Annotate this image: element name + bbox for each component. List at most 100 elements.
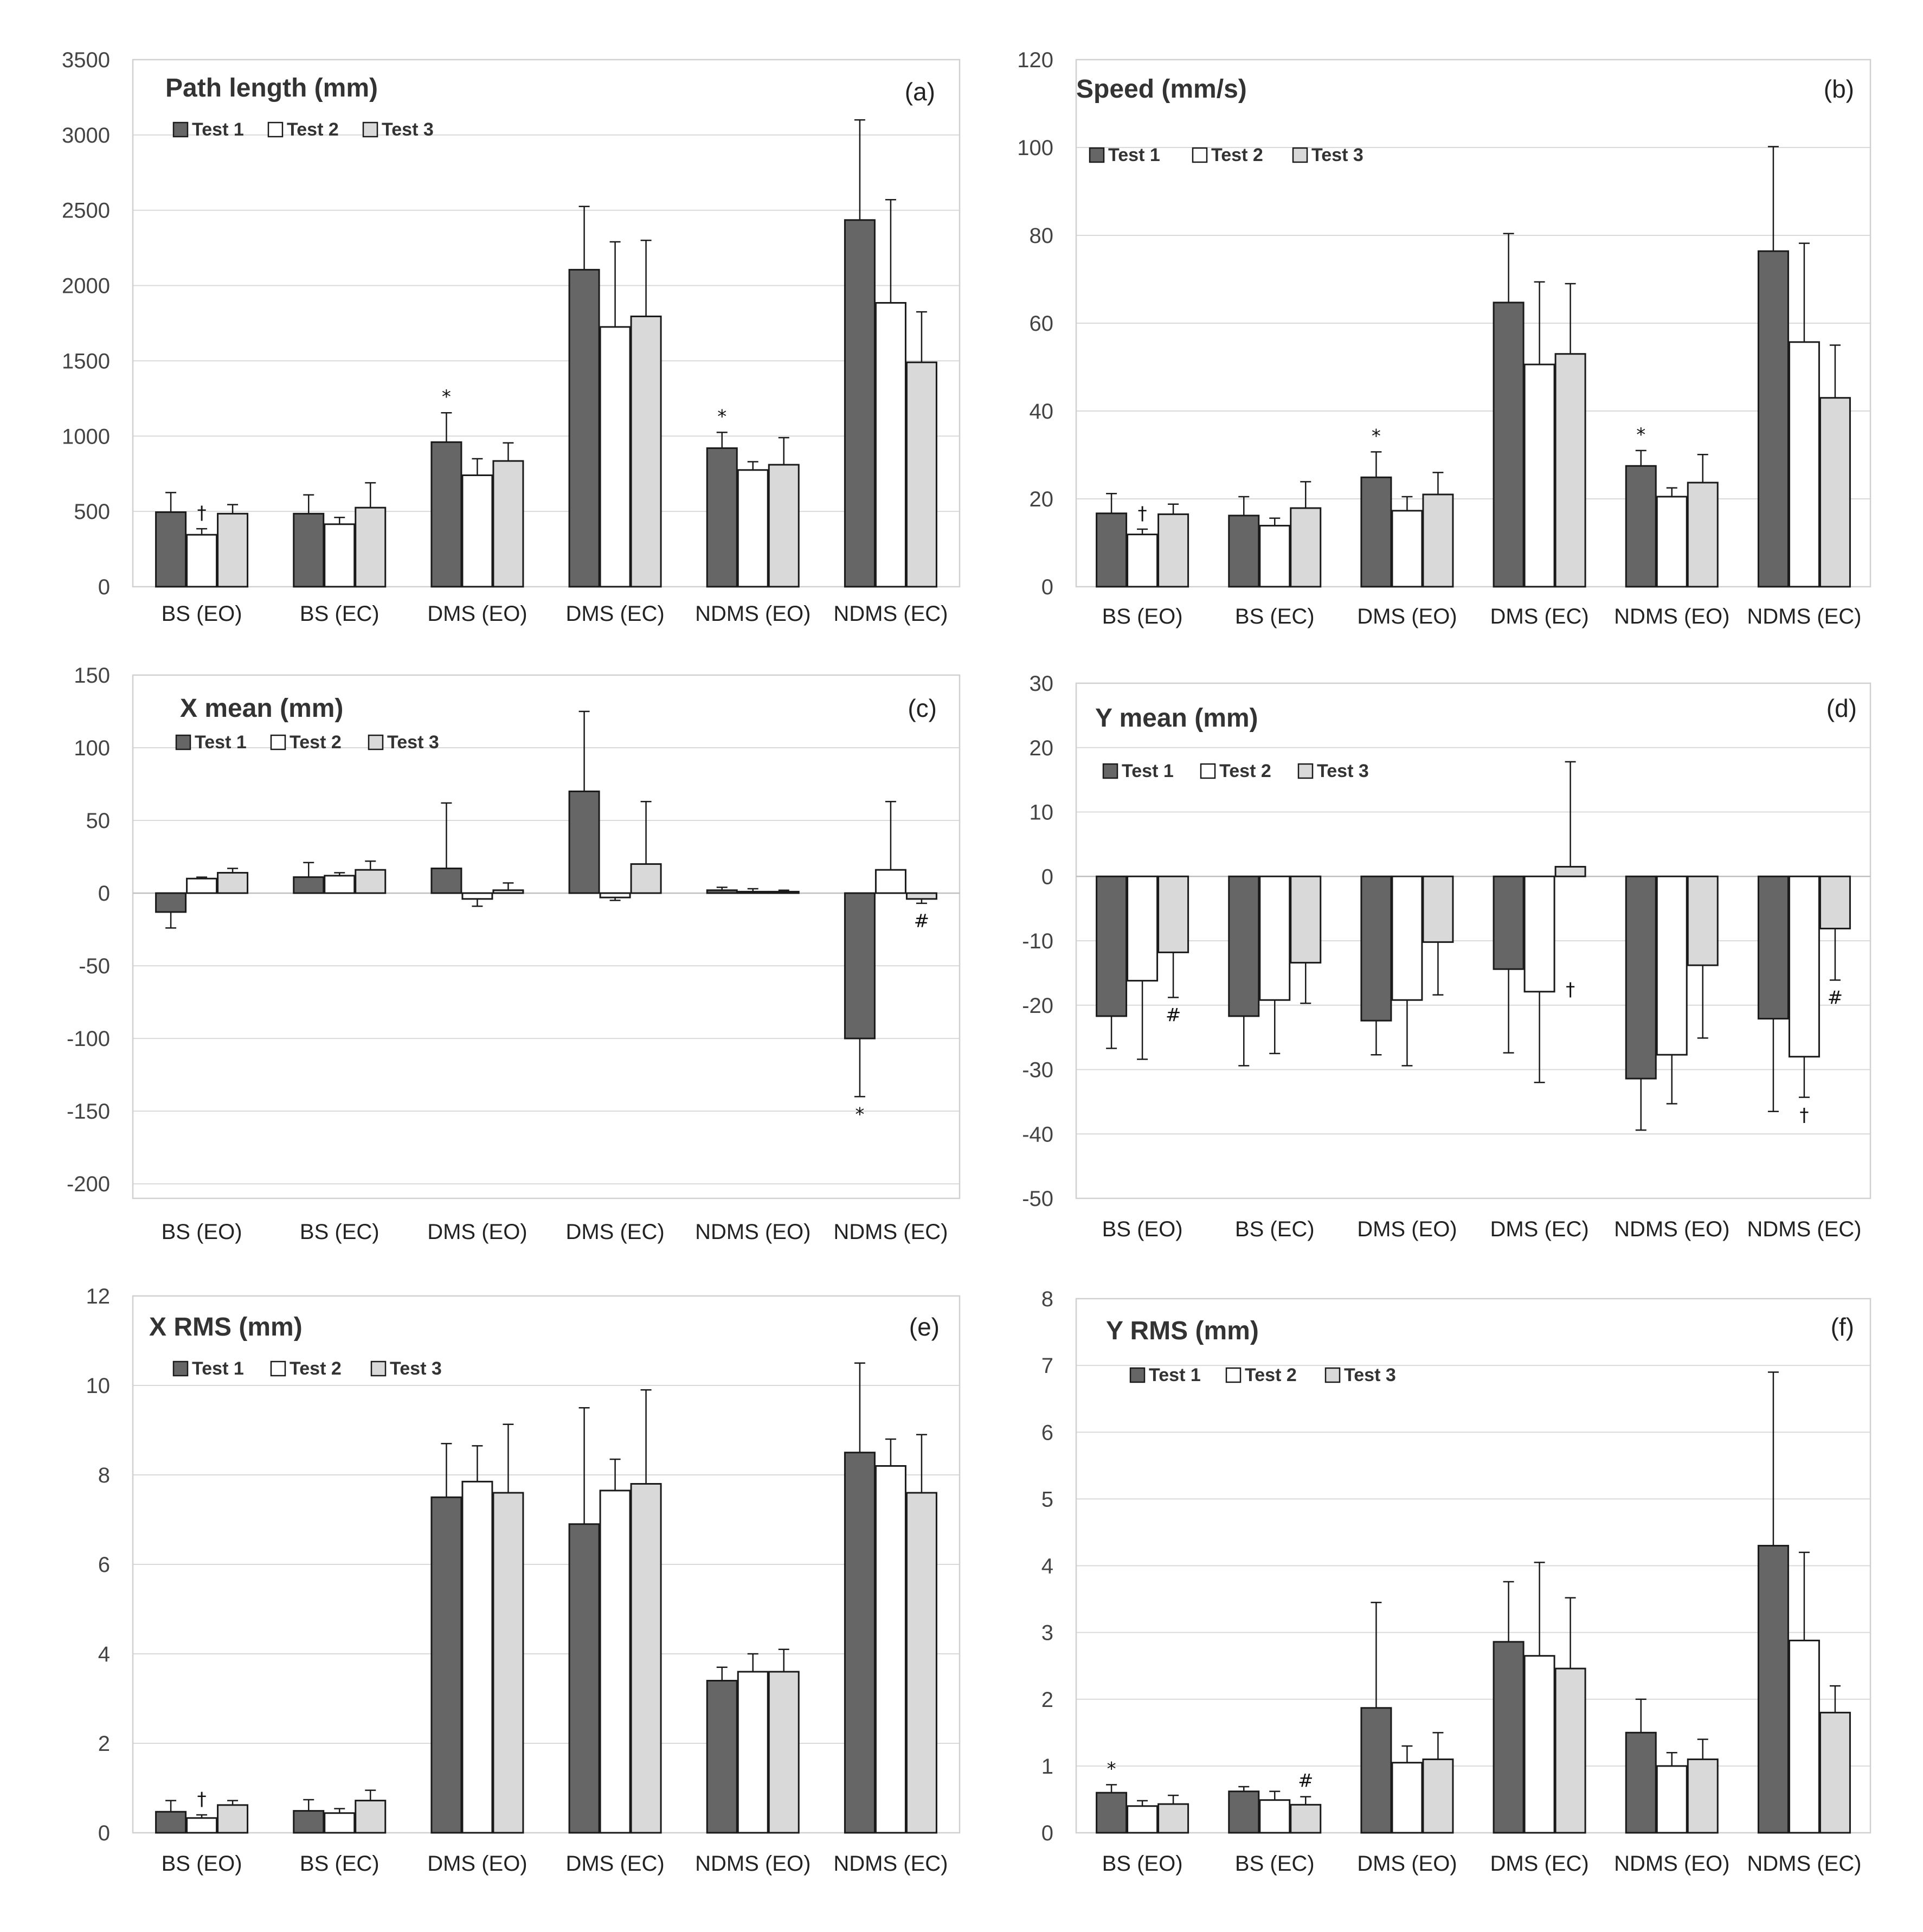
x-tick-label: BS (EC) — [300, 1220, 380, 1244]
x-tick-label: NDMS (EO) — [1614, 605, 1729, 628]
legend-swatch — [175, 734, 191, 750]
bar-a-cat0-s1 — [186, 534, 218, 588]
x-tick-label: NDMS (EC) — [1747, 1852, 1861, 1876]
bar-e-cat0-s2 — [217, 1804, 249, 1834]
bar-f-cat4-s2 — [1687, 1758, 1719, 1834]
bar-b-cat5-s1 — [1788, 341, 1820, 588]
bar-d-cat2-s2 — [1422, 875, 1454, 943]
y-tick-label: 1500 — [62, 349, 110, 373]
panel-label: (d) — [1826, 694, 1857, 722]
x-tick-label: BS (EO) — [1102, 605, 1183, 628]
y-tick-label: -50 — [1022, 1187, 1053, 1211]
x-tick-label: NDMS (EO) — [1614, 1217, 1729, 1241]
x-tick-label: NDMS (EO) — [695, 602, 811, 626]
significance-marker: * — [1636, 424, 1645, 446]
x-tick-label: BS (EC) — [1235, 1217, 1315, 1241]
y-tick-label: 1000 — [62, 425, 110, 448]
significance-marker: # — [1166, 1005, 1181, 1026]
legend-swatch — [1089, 147, 1105, 163]
bar-d-cat1-s1 — [1259, 875, 1291, 1001]
bar-f-cat4-s1 — [1656, 1765, 1688, 1834]
bar-e-cat4-s0 — [706, 1680, 738, 1834]
bar-a-cat4-s2 — [768, 464, 800, 588]
panel-label: (a) — [905, 78, 935, 106]
y-tick-label: 5 — [1041, 1487, 1053, 1511]
x-tick-label: BS (EC) — [300, 1852, 380, 1876]
plot-area — [132, 59, 961, 588]
bar-a-cat2-s1 — [461, 474, 493, 588]
bar-d-cat4-s1 — [1656, 875, 1688, 1056]
bar-b-cat1-s0 — [1228, 515, 1260, 588]
legend-label: Test 2 — [290, 1358, 342, 1379]
legend: Test 1 Test 2 Test 3 — [1102, 761, 1369, 781]
y-tick-label: 12 — [86, 1285, 111, 1308]
y-tick-label: 0 — [98, 1821, 110, 1845]
legend-swatch — [267, 121, 284, 138]
bar-a-cat2-s2 — [492, 460, 524, 588]
legend-label: Test 3 — [387, 732, 439, 753]
bar-b-cat0-s1 — [1127, 534, 1159, 588]
y-tick-label: 10 — [1030, 801, 1054, 825]
bar-e-cat3-s1 — [599, 1490, 631, 1834]
bar-c-cat1-s1 — [324, 875, 356, 894]
chart-title: Y mean (mm) — [1095, 704, 1258, 733]
bar-c-cat4-s0 — [706, 889, 738, 894]
y-tick-label: 10 — [86, 1374, 111, 1398]
x-tick-label: DMS (EO) — [1357, 1217, 1457, 1241]
bar-c-cat2-s2 — [492, 889, 524, 894]
bar-b-cat3-s2 — [1554, 353, 1586, 588]
legend: Test 1 Test 2 Test 3 — [172, 1358, 442, 1379]
y-tick-label: 6 — [98, 1553, 110, 1577]
chart-title: Path length (mm) — [165, 74, 378, 102]
legend-swatch — [172, 121, 189, 138]
bar-b-cat1-s2 — [1290, 507, 1322, 588]
x-tick-label: BS (EO) — [1102, 1852, 1183, 1876]
y-tick-label: 40 — [1030, 400, 1054, 423]
x-tick-label: BS (EC) — [1235, 1852, 1315, 1876]
bar-e-cat5-s2 — [905, 1492, 937, 1834]
y-tick-label: 80 — [1030, 224, 1054, 248]
bar-c-cat3-s2 — [630, 863, 662, 894]
bar-d-cat4-s2 — [1687, 875, 1719, 966]
x-tick-label: NDMS (EO) — [1614, 1852, 1729, 1876]
bar-b-cat4-s0 — [1625, 465, 1657, 588]
bar-e-cat5-s1 — [874, 1465, 906, 1834]
x-tick-label: NDMS (EO) — [695, 1220, 811, 1244]
bar-a-cat3-s2 — [630, 316, 662, 588]
bar-f-cat1-s2 — [1290, 1803, 1322, 1834]
legend-label: Test 2 — [1211, 145, 1263, 165]
chart-panel-e: 0 2 4 6 8 10 12 † BS (EO) BS (EC) DMS (EO) DMS (EC)… — [86, 1285, 961, 1876]
bar-a-cat5-s0 — [844, 219, 876, 588]
bar-e-cat1-s1 — [324, 1812, 356, 1834]
bar-a-cat1-s2 — [355, 506, 387, 588]
legend-swatch — [362, 121, 378, 138]
bar-b-cat2-s1 — [1391, 510, 1423, 588]
y-tick-label: 4 — [1041, 1555, 1053, 1578]
chart-panel-b: 0 20 40 60 80 100 120 † * * BS (EO) BS (EC) DMS (EO)… — [1017, 48, 1871, 628]
bar-c-cat2-s0 — [430, 868, 462, 894]
bar-e-cat3-s0 — [568, 1523, 600, 1834]
y-tick-label: 2 — [98, 1732, 110, 1756]
bar-e-cat4-s1 — [737, 1671, 769, 1834]
bar-a-cat5-s2 — [905, 361, 937, 588]
x-tick-label: DMS (EO) — [427, 602, 527, 626]
chart-panel-c: -200 -150 -100 -50 0 50 100 150 * # BS (EO) BS (EC)… — [67, 664, 961, 1244]
bar-f-cat0-s2 — [1157, 1803, 1189, 1834]
bar-a-cat4-s0 — [706, 447, 738, 588]
y-tick-label: 0 — [1041, 1821, 1053, 1845]
x-tick-label: NDMS (EC) — [833, 1852, 948, 1876]
bar-d-cat3-s2 — [1554, 865, 1586, 877]
bar-d-cat1-s0 — [1228, 875, 1260, 1017]
bar-b-cat3-s1 — [1523, 363, 1555, 588]
bar-b-cat0-s0 — [1096, 512, 1128, 588]
bar-a-cat5-s1 — [874, 302, 906, 588]
legend-swatch — [370, 1360, 387, 1377]
panel-label: (b) — [1824, 75, 1854, 103]
significance-marker: * — [855, 1103, 864, 1125]
x-tick-label: DMS (EC) — [565, 1220, 664, 1244]
legend-label: Test 2 — [1245, 1365, 1297, 1385]
y-tick-label: -40 — [1022, 1122, 1053, 1146]
bar-c-cat4-s2 — [768, 890, 800, 894]
x-tick-label: BS (EO) — [162, 1852, 242, 1876]
